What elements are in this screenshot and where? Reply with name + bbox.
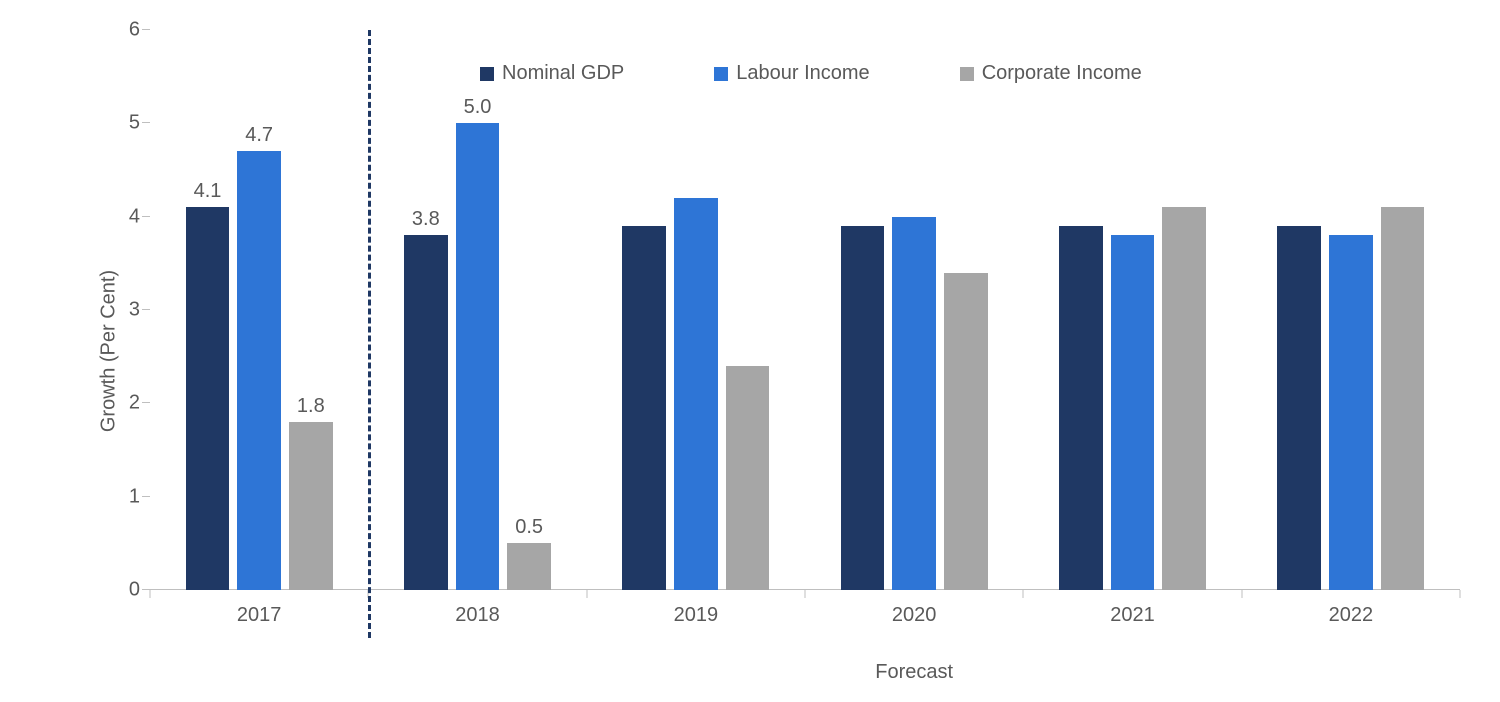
x-tick-label: 2022 xyxy=(1329,604,1374,627)
legend: Nominal GDP Labour Income Corporate Income xyxy=(480,62,1142,85)
bar xyxy=(841,226,885,590)
y-tick-mark xyxy=(142,309,150,310)
y-tick-label: 5 xyxy=(95,112,140,135)
y-tick-label: 2 xyxy=(95,392,140,415)
bar xyxy=(944,273,988,590)
bar xyxy=(507,543,551,590)
growth-bar-chart: Growth (Per Cent) 0123456201720182019202… xyxy=(0,0,1500,702)
legend-label: Nominal GDP xyxy=(502,62,624,85)
legend-item: Labour Income xyxy=(714,62,869,85)
x-tick-mark xyxy=(586,590,587,598)
bar-data-label: 1.8 xyxy=(297,395,325,418)
bar xyxy=(1381,207,1425,590)
y-tick-label: 3 xyxy=(95,299,140,322)
y-tick-label: 4 xyxy=(95,205,140,228)
bar xyxy=(289,422,333,590)
x-tick-mark xyxy=(1023,590,1024,598)
y-tick-mark xyxy=(142,402,150,403)
x-tick-mark xyxy=(150,590,151,598)
bar-data-label: 3.8 xyxy=(412,208,440,231)
y-tick-mark xyxy=(142,122,150,123)
legend-label: Labour Income xyxy=(736,62,869,85)
legend-swatch xyxy=(960,67,974,81)
bar xyxy=(186,207,230,590)
x-tick-label: 2020 xyxy=(892,604,937,627)
y-tick-mark xyxy=(142,496,150,497)
bar-data-label: 5.0 xyxy=(464,96,492,119)
legend-item: Corporate Income xyxy=(960,62,1142,85)
bar xyxy=(726,366,770,590)
x-tick-mark xyxy=(1460,590,1461,598)
bar xyxy=(1059,226,1103,590)
legend-item: Nominal GDP xyxy=(480,62,624,85)
y-tick-label: 1 xyxy=(95,485,140,508)
x-tick-mark xyxy=(805,590,806,598)
x-tick-label: 2021 xyxy=(1110,604,1155,627)
legend-label: Corporate Income xyxy=(982,62,1142,85)
bar xyxy=(1162,207,1206,590)
x-tick-label: 2018 xyxy=(455,604,500,627)
legend-swatch xyxy=(480,67,494,81)
bar xyxy=(404,235,448,590)
bar xyxy=(892,217,936,590)
x-axis-title: Forecast xyxy=(875,661,953,684)
x-tick-label: 2017 xyxy=(237,604,282,627)
bar xyxy=(622,226,666,590)
y-tick-mark xyxy=(142,29,150,30)
x-tick-mark xyxy=(1241,590,1242,598)
bar xyxy=(237,151,281,590)
legend-swatch xyxy=(714,67,728,81)
bar-data-label: 0.5 xyxy=(515,516,543,539)
bar xyxy=(1329,235,1373,590)
bar xyxy=(1111,235,1155,590)
x-tick-label: 2019 xyxy=(674,604,719,627)
y-tick-label: 6 xyxy=(95,19,140,42)
bar xyxy=(1277,226,1321,590)
bar xyxy=(456,123,500,590)
bar-data-label: 4.1 xyxy=(194,180,222,203)
forecast-divider xyxy=(368,30,371,638)
bar-data-label: 4.7 xyxy=(245,124,273,147)
bar xyxy=(674,198,718,590)
plot-area: 01234562017201820192020202120224.14.71.8… xyxy=(150,30,1460,590)
y-tick-label: 0 xyxy=(95,579,140,602)
y-tick-mark xyxy=(142,216,150,217)
